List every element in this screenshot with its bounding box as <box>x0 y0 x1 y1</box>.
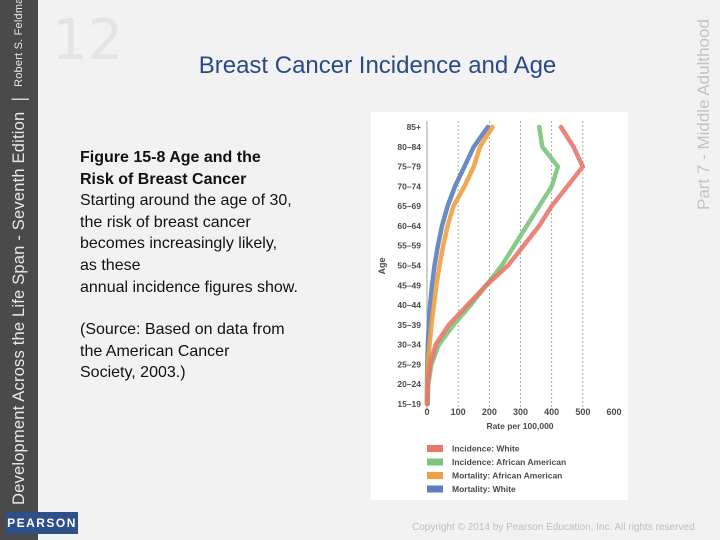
y-tick-label: 55–59 <box>397 241 421 251</box>
y-tick-label: 60–64 <box>397 221 421 231</box>
legend-swatch <box>427 485 443 493</box>
y-tick-label: 25–29 <box>397 359 421 369</box>
source-line: Society, 2003.) <box>80 364 186 382</box>
caption-line: becomes increasingly likely, <box>80 235 278 253</box>
caption-line: as these <box>80 256 141 274</box>
source-citation: (Source: Based on data from the American… <box>80 319 342 384</box>
series-line-incidence-african-american <box>425 124 561 407</box>
caption-line: Starting around the age of 30, <box>80 192 292 210</box>
figure-title-line-1: Figure 15-8 Age and the <box>80 149 261 166</box>
y-tick-label: 20–24 <box>397 379 421 389</box>
y-axis-title: Age <box>377 257 387 274</box>
legend-label: Incidence: White <box>452 444 520 454</box>
x-tick-label: 500 <box>575 407 590 417</box>
y-tick-label: 45–49 <box>397 280 421 290</box>
legend-swatch <box>427 472 443 479</box>
pearson-logo: PEARSON <box>6 512 78 534</box>
age-rate-chart: 15–19 20–24 25–29 30–34 35–39 40–44 45–49 50–54… <box>377 121 622 494</box>
watermark-part-label: Part 7 - Middle Adulthood <box>694 19 713 210</box>
y-tick-label: 15–19 <box>397 399 421 409</box>
legend-label: Incidence: African American <box>452 457 566 467</box>
source-line: the American Cancer <box>80 342 230 360</box>
y-tick-label: 80–84 <box>397 142 421 152</box>
chart-figure: 15–19 20–24 25–29 30–34 35–39 40–44 45–49 50–54… <box>371 112 628 500</box>
series-line-mortality-african-american <box>424 124 495 407</box>
x-tick-label: 100 <box>451 407 466 417</box>
legend-swatch <box>427 445 443 452</box>
x-axis-title: Rate per 100,000 <box>486 421 553 431</box>
y-tick-label: 75–79 <box>397 162 421 172</box>
x-tick-label: 400 <box>544 407 559 417</box>
figure-description: Figure 15-8 Age and the Risk of Breast C… <box>80 147 342 384</box>
x-tick-label: 200 <box>482 407 497 417</box>
title-separator: | <box>8 96 29 102</box>
series-line-incidence-white <box>425 124 586 407</box>
y-tick-label: 85+ <box>407 122 421 132</box>
left-sidebar: Development Across the Life Span - Seven… <box>0 0 38 540</box>
slide-title: Breast Cancer Incidence and Age <box>198 52 557 79</box>
author-name: Robert S. Feldman <box>13 0 25 87</box>
x-tick-label: 300 <box>513 407 528 417</box>
source-line: (Source: Based on data from <box>80 321 285 339</box>
x-tick-label: 600 <box>606 407 621 417</box>
y-tick-label: 35–39 <box>397 320 421 330</box>
legend-label: Mortality: African American <box>452 471 562 481</box>
caption-line: the risk of breast cancer <box>80 213 251 231</box>
x-tick-label: 0 <box>424 407 429 417</box>
caption-line: annual incidence figures show. <box>80 278 298 296</box>
copyright-notice: Copyright © 2014 by Pearson Education, I… <box>412 522 698 533</box>
legend-swatch <box>427 458 443 466</box>
series-line-mortality-white <box>424 124 491 407</box>
y-tick-label: 30–34 <box>397 340 421 350</box>
y-tick-label: 70–74 <box>397 181 421 191</box>
figure-title-line-2: Risk of Breast Cancer <box>80 170 247 188</box>
book-title-vertical: Development Across the Life Span - Seven… <box>3 0 35 505</box>
y-tick-label: 40–44 <box>397 300 421 310</box>
y-tick-label: 65–69 <box>397 201 421 211</box>
legend-label: Mortality: White <box>452 484 516 494</box>
y-tick-label: 50–54 <box>397 261 421 271</box>
watermark-chapter-number: 12 <box>52 8 124 73</box>
book-title: Development Across the Life Span - Seven… <box>9 111 28 505</box>
